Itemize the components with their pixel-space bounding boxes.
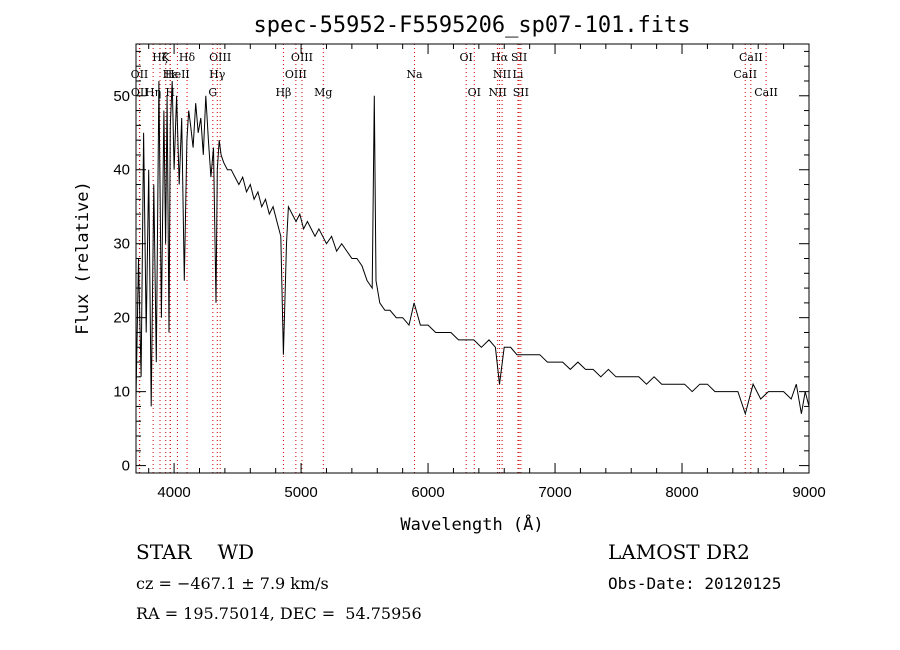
line-label-2: NII bbox=[488, 86, 506, 99]
line-label-26: CaII bbox=[739, 51, 763, 64]
x-tick-label: 4000 bbox=[157, 484, 190, 501]
line-label-12: Mg bbox=[314, 86, 332, 99]
survey-label: LAMOST DR2 bbox=[608, 540, 750, 564]
y-tick-label: 10 bbox=[113, 384, 130, 401]
plot-frame bbox=[135, 43, 810, 474]
class-label: STAR bbox=[136, 540, 192, 564]
line-label-27: CaII bbox=[754, 86, 778, 99]
y-tick-label: 50 bbox=[113, 88, 130, 105]
line-label-13: OIII bbox=[209, 51, 231, 64]
y-tick-label: 0 bbox=[122, 458, 130, 475]
line-label-11: Hβ bbox=[275, 86, 291, 99]
chart-title: spec-55952-F5595206_sp07-101.fits bbox=[253, 13, 690, 38]
line-label-10: OIII bbox=[285, 68, 307, 81]
subclass-label: WD bbox=[217, 540, 255, 564]
x-axis: 4000 5000 6000 7000 8000 9000 bbox=[148, 44, 826, 501]
line-label-1: NII bbox=[493, 68, 511, 81]
line-label-19: Hε bbox=[163, 68, 179, 81]
line-label-3: SII bbox=[511, 51, 527, 64]
line-label-4: Li bbox=[513, 68, 524, 81]
object-class: STAR WD bbox=[136, 540, 254, 564]
line-label-7: OI bbox=[468, 86, 481, 99]
y-axis-label: Flux (relative) bbox=[73, 181, 93, 335]
x-tick-label: 6000 bbox=[411, 484, 444, 501]
line-label-20: HeII bbox=[165, 68, 190, 81]
coordinates: RA = 195.75014, DEC = 54.75956 bbox=[136, 604, 422, 623]
line-label-22: Hη bbox=[145, 86, 161, 99]
line-label-6: OI bbox=[459, 51, 472, 64]
y-tick-label: 20 bbox=[113, 310, 130, 327]
line-label-23: OII bbox=[131, 68, 149, 81]
line-label-9: OIII bbox=[291, 51, 313, 64]
line-label-17: K bbox=[162, 51, 171, 64]
y-axis: 0 10 20 30 40 50 bbox=[113, 50, 809, 475]
x-tick-label: 8000 bbox=[665, 484, 698, 501]
line-label-0: Hα bbox=[491, 51, 509, 64]
y-tick-label: 30 bbox=[113, 236, 130, 253]
redshift-value: cz = −467.1 ± 7.9 km/s bbox=[136, 574, 329, 593]
line-label-21: Hζ bbox=[152, 51, 168, 64]
spectrum-line bbox=[135, 80, 810, 416]
x-tick-label: 7000 bbox=[538, 484, 571, 501]
line-label-25: CaII bbox=[733, 68, 757, 81]
line-label-14: Hγ bbox=[209, 68, 226, 81]
line-label-15: G bbox=[208, 86, 217, 99]
line-label-8: Na bbox=[406, 68, 423, 81]
y-tick-label: 40 bbox=[113, 162, 130, 179]
line-label-24: OII bbox=[131, 86, 149, 99]
line-label-16: Hδ bbox=[179, 51, 196, 64]
line-label-5: SII bbox=[513, 86, 529, 99]
x-tick-label: 9000 bbox=[792, 484, 825, 501]
x-axis-label: Wavelength (Å) bbox=[400, 513, 543, 535]
obs-date: Obs-Date: 20120125 bbox=[608, 574, 782, 593]
x-tick-label: 5000 bbox=[284, 484, 317, 501]
